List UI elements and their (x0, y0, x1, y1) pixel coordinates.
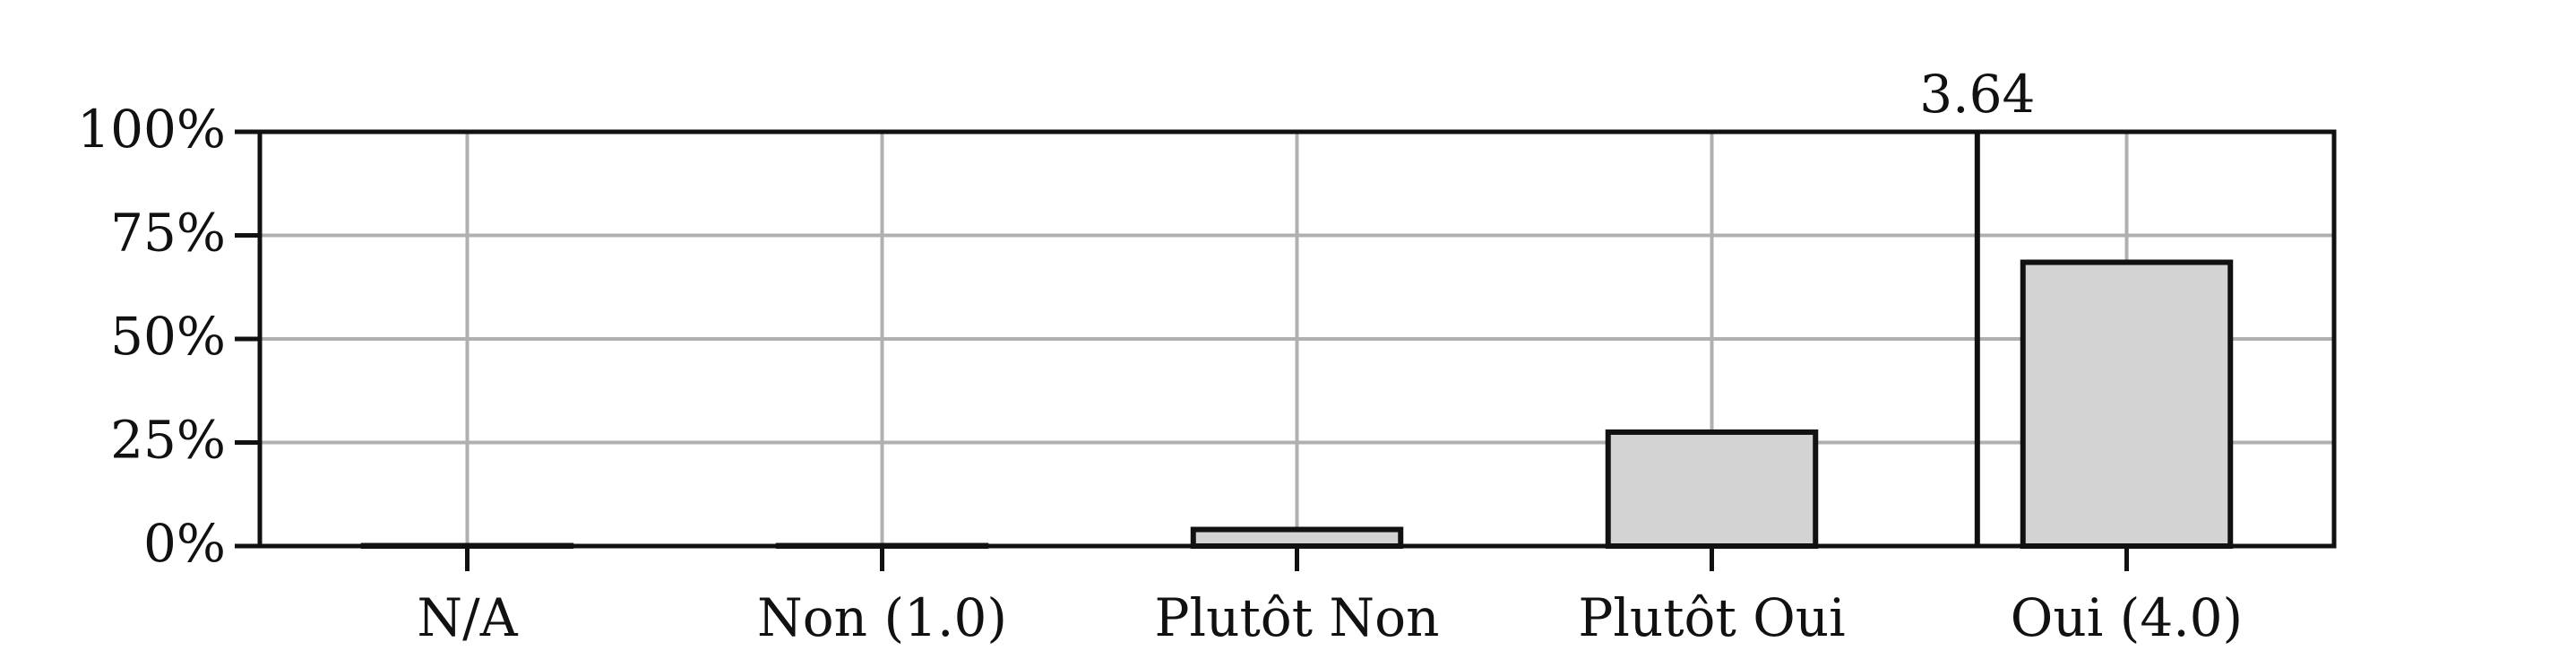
grid-layer (260, 132, 2334, 546)
y-tick-label: 0% (143, 513, 226, 574)
bar (1190, 526, 1404, 550)
y-tick-label: 75% (110, 203, 226, 264)
bar (1605, 429, 1819, 550)
x-tick-label: Non (1.0) (757, 587, 1007, 648)
y-tick-label: 25% (110, 410, 226, 471)
y-tick-label: 50% (110, 306, 226, 367)
x-tick-label: N/A (417, 587, 518, 648)
y-tick-label: 100% (77, 99, 226, 160)
x-tick-label: Oui (4.0) (2011, 587, 2243, 648)
mean-marker-label: 3.64 (1919, 64, 2035, 125)
x-tick-label: Plutôt Oui (1578, 587, 1845, 648)
bar (2020, 259, 2234, 549)
labels-layer: 0% 25% 50% 75% 100% N/A Non (1.0) Plutôt Non Plu… (77, 64, 2243, 648)
ticks-layer (235, 129, 2129, 571)
x-tick-label: Plutôt Non (1155, 587, 1440, 648)
